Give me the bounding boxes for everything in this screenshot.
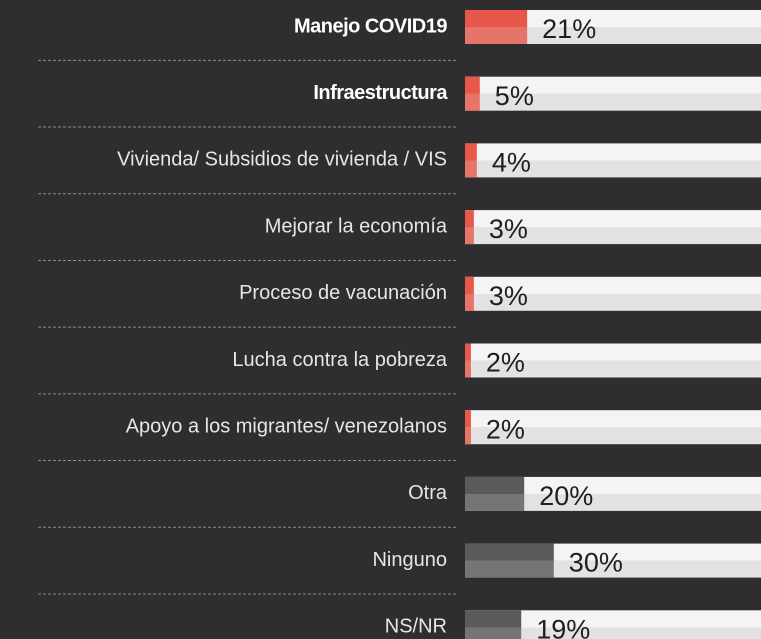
category-label: Ninguno xyxy=(372,549,447,571)
value-label: 2% xyxy=(486,348,525,378)
category-label: NS/NR xyxy=(385,616,447,638)
value-label: 5% xyxy=(495,81,534,111)
bar xyxy=(465,543,554,578)
value-label: 30% xyxy=(569,548,623,578)
bar-track xyxy=(465,276,761,311)
bar xyxy=(465,210,474,245)
value-label: 19% xyxy=(536,614,590,639)
bar xyxy=(465,610,522,639)
category-label: Proceso de vacunación xyxy=(239,282,447,304)
bar xyxy=(465,410,471,445)
category-label: Infraestructura xyxy=(313,82,448,104)
category-label: Apoyo a los migrantes/ venezolanos xyxy=(126,415,447,437)
category-label: Lucha contra la pobreza xyxy=(232,349,447,371)
value-label: 3% xyxy=(489,214,528,244)
bar xyxy=(465,276,474,311)
category-label: Manejo COVID19 xyxy=(294,15,447,37)
bar-track xyxy=(465,76,761,111)
bar xyxy=(465,10,528,44)
bar-track xyxy=(465,143,761,178)
bar-track xyxy=(465,343,761,378)
value-label: 4% xyxy=(492,148,531,178)
value-label: 3% xyxy=(489,281,528,311)
category-label: Vivienda/ Subsidios de vivienda / VIS xyxy=(117,149,447,171)
bar xyxy=(465,476,525,511)
bar xyxy=(465,76,480,111)
bar xyxy=(465,343,471,378)
value-label: 21% xyxy=(542,14,596,44)
bar xyxy=(465,143,477,178)
bar-track xyxy=(465,410,761,445)
category-label: Otra xyxy=(408,482,448,504)
value-label: 20% xyxy=(539,481,593,511)
category-label: Mejorar la economía xyxy=(265,215,448,237)
bar-track xyxy=(465,210,761,245)
value-label: 2% xyxy=(486,414,525,444)
